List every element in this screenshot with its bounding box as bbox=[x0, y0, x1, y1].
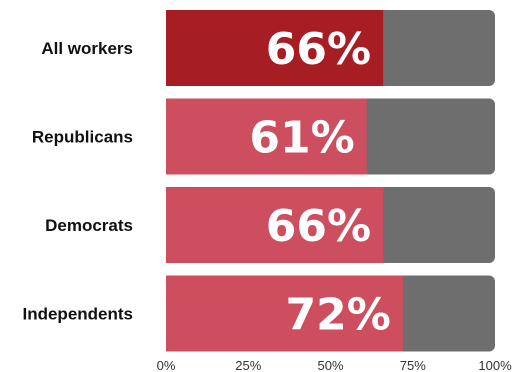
x-tick-label: 25% bbox=[235, 358, 261, 372]
bar bbox=[166, 98, 367, 175]
bar bbox=[166, 275, 403, 352]
data-label: 66% bbox=[266, 201, 371, 252]
data-label: 66% bbox=[266, 24, 371, 75]
category-label: Republicans bbox=[32, 128, 133, 147]
category-label: Democrats bbox=[45, 216, 133, 235]
category-label: All workers bbox=[41, 39, 133, 58]
bar bbox=[166, 10, 384, 86]
x-axis-ticks: 0% 25% 50% 75% 100% bbox=[157, 358, 512, 372]
bar bbox=[166, 187, 384, 263]
category-label: Independents bbox=[22, 305, 133, 324]
x-tick-label: 100% bbox=[478, 358, 512, 372]
data-label: 61% bbox=[249, 113, 354, 164]
data-label: 72% bbox=[286, 290, 391, 341]
x-tick-label: 50% bbox=[317, 358, 343, 372]
labels-group: 66% All workers 61% Republicans 66% Democrats… bbox=[22, 24, 390, 341]
bars-group bbox=[166, 10, 495, 352]
x-tick-label: 75% bbox=[400, 358, 426, 372]
x-tick-label: 0% bbox=[157, 358, 176, 372]
